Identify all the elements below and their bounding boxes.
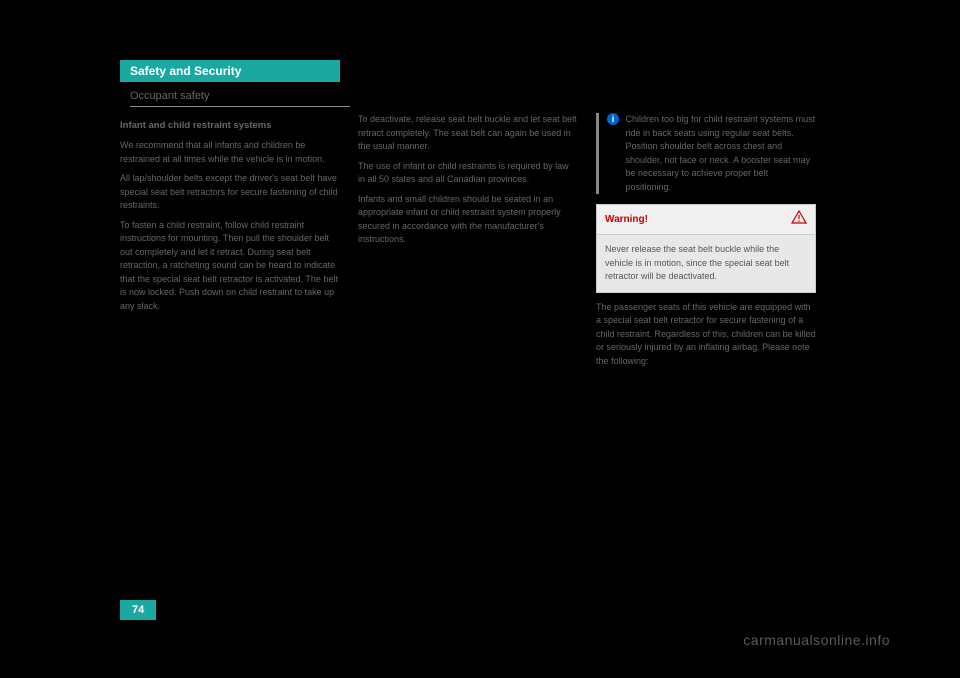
warning-triangle-icon: [791, 209, 807, 230]
column-2: To deactivate, release seat belt buckle …: [358, 113, 578, 374]
warning-body: Never release the seat belt buckle while…: [597, 235, 815, 292]
info-text: Children too big for child restraint sys…: [626, 113, 816, 194]
watermark-text: carmanualsonline.info: [743, 632, 890, 648]
col2-para3: Infants and small children should be sea…: [358, 193, 578, 247]
info-icon: i: [607, 113, 619, 125]
column-1: Infant and child restraint systems We re…: [120, 113, 340, 374]
section-subtitle: Occupant safety: [130, 90, 840, 102]
col1-heading: Infant and child restraint systems: [120, 119, 340, 133]
manual-page: Safety and Security Occupant safety Infa…: [120, 60, 840, 620]
warning-title: Warning!: [605, 212, 648, 227]
col1-para2: All lap/shoulder belts except the driver…: [120, 172, 340, 213]
warning-header: Warning!: [597, 205, 815, 235]
col2-para1: To deactivate, release seat belt buckle …: [358, 113, 578, 154]
warning-box: Warning! Never release the seat belt buc…: [596, 204, 816, 293]
info-callout: i Children too big for child restraint s…: [596, 113, 816, 194]
col2-para2: The use of infant or child restraints is…: [358, 160, 578, 187]
page-number: 74: [120, 600, 156, 620]
column-3: i Children too big for child restraint s…: [596, 113, 816, 374]
divider-line: [130, 106, 350, 107]
section-title: Safety and Security: [130, 64, 241, 78]
col3-para-after: The passenger seats of this vehicle are …: [596, 301, 816, 369]
col1-para1: We recommend that all infants and childr…: [120, 139, 340, 166]
section-header: Safety and Security: [120, 60, 340, 82]
col1-para3: To fasten a child restraint, follow chil…: [120, 219, 340, 314]
content-columns: Infant and child restraint systems We re…: [120, 113, 840, 374]
